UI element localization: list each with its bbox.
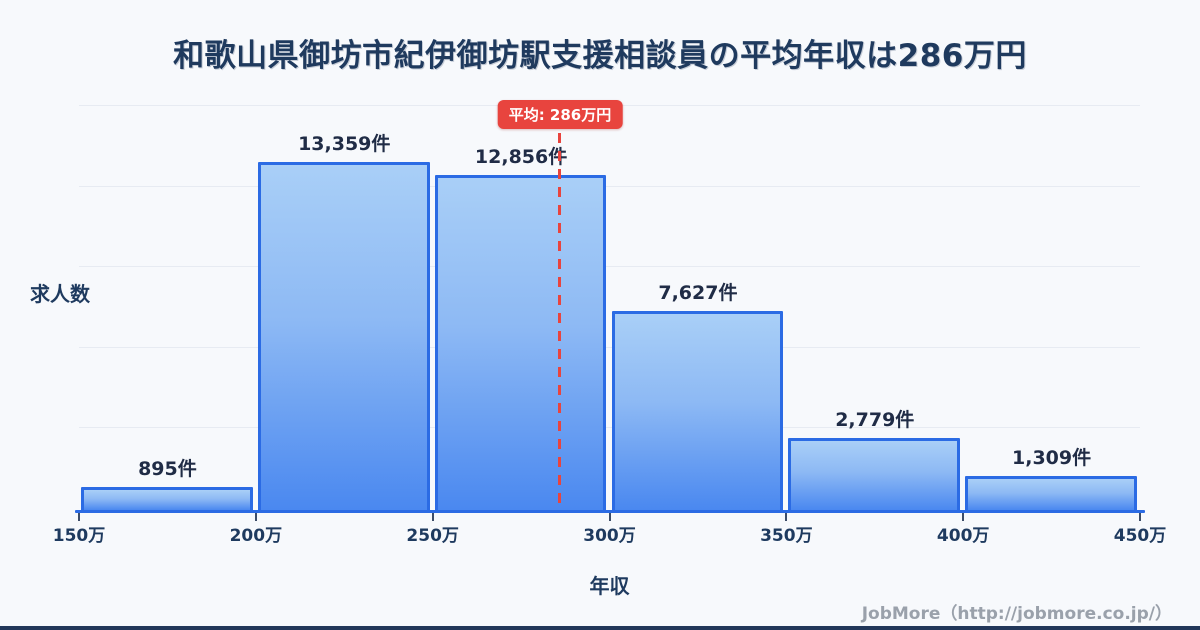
y-axis-title: 求人数: [30, 282, 90, 306]
x-tick-label: 450万: [1113, 526, 1167, 546]
x-axis-line: [75, 510, 1145, 513]
x-tick-label: 150万: [52, 526, 106, 546]
average-label: 平均: 286万円: [497, 100, 623, 129]
x-tick: [78, 513, 80, 521]
gridline: [79, 346, 1140, 348]
gridline: [79, 427, 1140, 428]
x-tick-label: 200万: [229, 526, 283, 546]
bar-value-label: 895件: [138, 458, 197, 480]
bar-value-label: 13,359件: [298, 133, 391, 155]
plot-area: 895件 13,359件 12,856件 7,627件 2,779件 1,309件 150…: [53, 100, 1166, 546]
bar-200万-250万: [257, 162, 430, 513]
gridline: [79, 185, 1140, 187]
brand-bottom-bar: [0, 626, 1200, 630]
footer-credit: JobMore（http://jobmore.co.jp/）: [861, 604, 1172, 624]
x-tick: [431, 513, 434, 521]
bar-350万-400万: [788, 438, 961, 513]
bar-250万-300万: [434, 175, 607, 513]
bar-300万-350万: [611, 311, 784, 513]
x-tick: [1139, 513, 1141, 521]
x-tick-label: 350万: [760, 526, 813, 546]
x-tick: [254, 513, 257, 521]
x-tick-label: 250万: [406, 526, 459, 546]
gridline: [79, 266, 1140, 267]
x-tick-label: 400万: [936, 526, 990, 546]
chart-title: 和歌山県御坊市紀伊御坊駅支援相談員の平均年収は286万円: [173, 38, 1027, 74]
x-tick: [785, 513, 788, 521]
x-tick: [608, 513, 611, 521]
x-tick-label: 300万: [583, 526, 636, 546]
x-tick: [962, 513, 965, 521]
bar-400万-450万: [965, 476, 1137, 513]
bar-value-label: 2,779件: [835, 409, 915, 431]
bar-value-label: 12,856件: [474, 146, 568, 168]
average-line: [558, 133, 562, 510]
x-axis-title: 年収: [589, 574, 630, 598]
bar-value-label: 1,309件: [1012, 447, 1092, 469]
bar-value-label: 7,627件: [658, 282, 738, 304]
